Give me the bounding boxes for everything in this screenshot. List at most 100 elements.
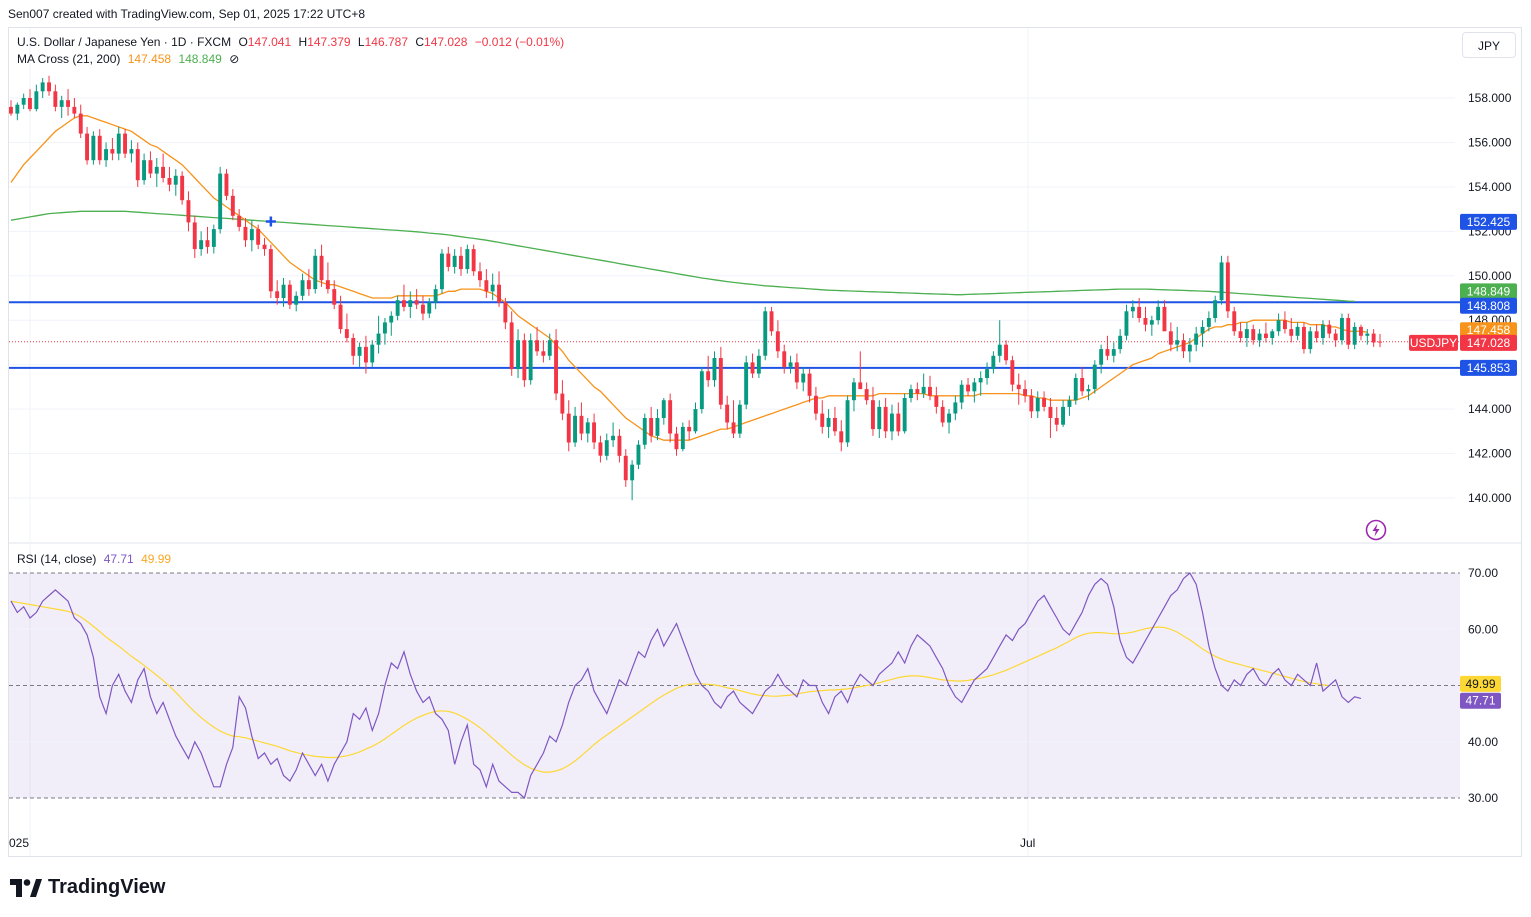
candle xyxy=(173,169,178,196)
candle-body xyxy=(782,351,787,367)
candle xyxy=(28,89,32,112)
candle xyxy=(129,140,134,163)
tradingview-logo-icon xyxy=(10,878,42,897)
candle-body xyxy=(1264,333,1268,338)
ma-legend[interactable]: MA Cross (21, 200) 147.458 148.849 ⊘ xyxy=(17,52,243,66)
candle-body xyxy=(947,413,951,423)
candle-body xyxy=(167,178,172,185)
candle xyxy=(928,375,932,401)
horizontal-levels xyxy=(9,301,1460,369)
candle xyxy=(915,382,920,401)
candle xyxy=(687,420,692,441)
candle xyxy=(1137,298,1142,323)
candle-body xyxy=(718,358,723,405)
candle xyxy=(1346,313,1351,350)
candle-body xyxy=(1200,326,1205,334)
candle xyxy=(1225,255,1230,318)
ma-cross-marker xyxy=(265,216,276,227)
price-tick-label: 158.000 xyxy=(1468,91,1512,105)
candle-body xyxy=(833,418,837,432)
candle xyxy=(1111,342,1116,363)
symbol-tag-text: USDJPY xyxy=(1410,336,1457,350)
candle xyxy=(852,378,856,412)
candle-body xyxy=(72,106,77,114)
candle-body xyxy=(1346,318,1351,345)
candle xyxy=(649,406,654,443)
candle xyxy=(351,333,356,365)
rsi-value: 47.71 xyxy=(103,552,134,566)
price-axis-label: 152.425 xyxy=(1460,213,1517,230)
candle-body xyxy=(180,175,185,201)
candle xyxy=(471,244,476,276)
candle xyxy=(306,269,311,296)
candle-body xyxy=(1352,326,1357,345)
candle xyxy=(1378,334,1382,348)
candle xyxy=(509,311,514,376)
candle-body xyxy=(1004,344,1008,361)
lightning-icon[interactable] xyxy=(1365,519,1387,541)
candle xyxy=(408,291,413,318)
candle xyxy=(1181,333,1186,358)
candle-body xyxy=(471,249,476,272)
candle xyxy=(680,422,685,452)
candle xyxy=(756,349,761,378)
candle xyxy=(712,351,717,387)
candle-body xyxy=(1238,331,1243,338)
candle-body xyxy=(642,418,647,445)
candle-body xyxy=(896,413,901,432)
candle xyxy=(1187,338,1192,363)
candle xyxy=(503,298,508,330)
candle xyxy=(1244,322,1249,347)
candle xyxy=(1048,398,1053,438)
candle xyxy=(864,382,869,405)
candle-body xyxy=(966,384,970,392)
candle-body xyxy=(161,166,165,178)
candle-body xyxy=(1333,333,1338,341)
candle-body xyxy=(1067,400,1072,407)
candle xyxy=(1067,395,1072,416)
candle-body xyxy=(332,289,337,305)
candle-body xyxy=(1156,306,1161,321)
candle-body xyxy=(1099,349,1104,365)
symbol-legend[interactable]: U.S. Dollar / Japanese Yen · 1D · FXCM O… xyxy=(17,35,568,49)
candle xyxy=(344,313,349,343)
candle-body xyxy=(249,229,254,241)
candle-body xyxy=(541,351,546,356)
candle-body xyxy=(142,160,146,181)
candle-body xyxy=(959,384,964,403)
candle-body xyxy=(978,378,983,383)
candle xyxy=(287,280,292,310)
candle-body xyxy=(775,331,780,352)
rsi-axis-label: 49.99 xyxy=(1460,675,1501,692)
candle xyxy=(15,102,20,121)
price-axis-label-bg xyxy=(1460,359,1517,376)
candle-body xyxy=(1321,324,1325,338)
candle xyxy=(921,373,926,398)
candle-body xyxy=(909,389,913,398)
eye-off-icon[interactable]: ⊘ xyxy=(229,52,240,66)
candle-body xyxy=(262,244,267,250)
candle-body xyxy=(1016,384,1021,390)
candle-body xyxy=(256,229,261,245)
candle-body xyxy=(287,284,292,305)
candle xyxy=(1340,313,1344,345)
candle xyxy=(674,426,679,456)
candle xyxy=(959,380,964,410)
candle-body xyxy=(680,426,685,450)
candle-body xyxy=(1225,262,1230,312)
candle xyxy=(566,400,571,452)
candle-body xyxy=(617,435,622,456)
price-axis-label-text: 148.808 xyxy=(1467,299,1511,313)
candle-body xyxy=(452,255,457,267)
candle xyxy=(262,238,267,256)
candle xyxy=(731,400,736,438)
candle-body xyxy=(211,229,216,247)
candle-body xyxy=(459,255,463,270)
candle-body xyxy=(1105,349,1110,356)
rsi-legend[interactable]: RSI (14, close) 47.71 49.99 xyxy=(17,552,175,566)
low-label: L xyxy=(357,35,365,49)
candle-body xyxy=(852,382,856,401)
candle xyxy=(890,404,894,441)
currency-button[interactable]: JPY xyxy=(1462,32,1516,58)
